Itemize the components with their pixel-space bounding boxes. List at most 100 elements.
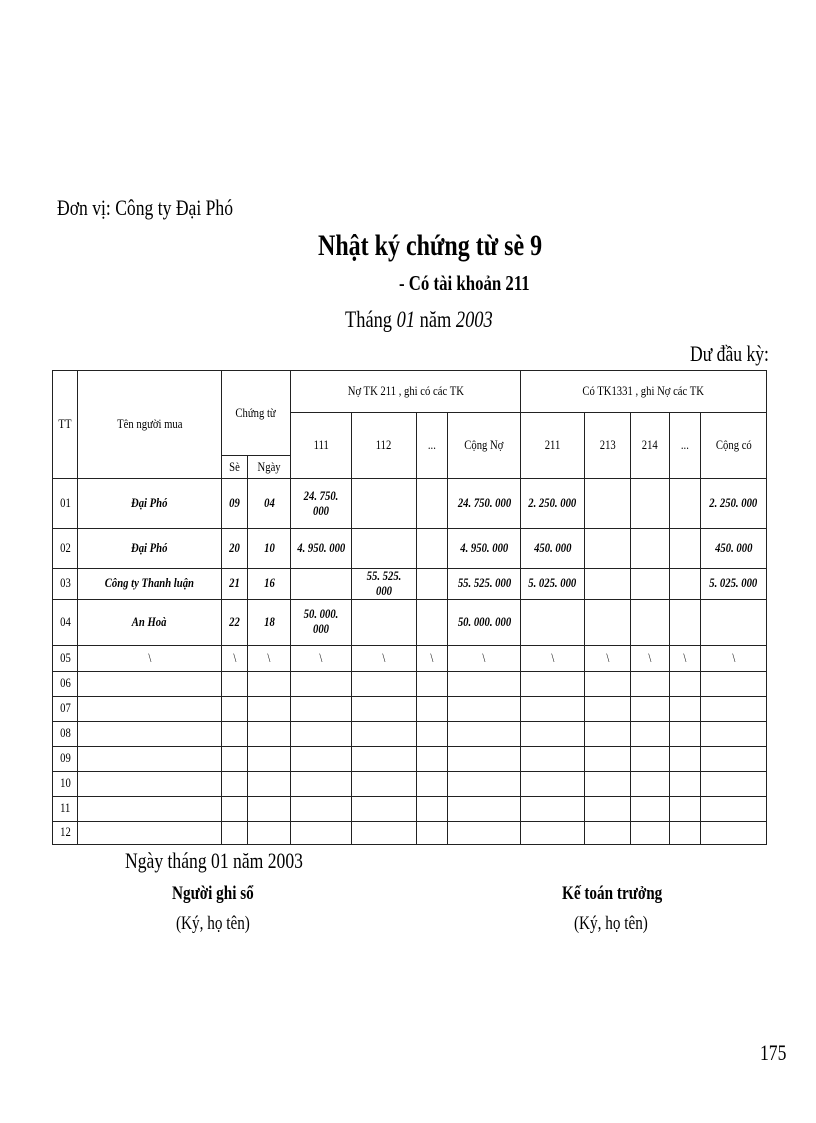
table-cell: 11 <box>52 795 78 822</box>
table-cell: 50. 000. 000 <box>290 598 352 646</box>
chief-sign: (Ký, họ tên) <box>574 913 648 934</box>
table-cell <box>416 795 448 822</box>
header-debit-col: Cộng Nợ <box>446 412 522 479</box>
header-credit-col: 211 <box>520 412 586 479</box>
table-cell <box>221 695 248 722</box>
table-cell: 01 <box>52 478 78 529</box>
table-cell: 20 <box>221 528 248 569</box>
table-row: 04 An Hoà 22 18 50. 000. 000 50. 000. 000 <box>52 598 768 646</box>
table-cell: 02 <box>52 528 78 569</box>
table-cell <box>700 820 768 845</box>
table-cell <box>520 820 586 845</box>
table-cell <box>416 770 448 797</box>
header-debit-col: 112 <box>351 412 417 479</box>
table-cell <box>351 770 417 797</box>
table-cell <box>584 795 632 822</box>
table-cell <box>290 670 352 697</box>
table-cell <box>247 770 291 797</box>
table-cell <box>584 695 632 722</box>
table-cell <box>669 695 702 722</box>
table-cell <box>520 745 586 772</box>
table-cell: Đại Phó <box>77 478 222 529</box>
table-cell: 04 <box>247 478 291 529</box>
period: Tháng 01 năm 2003 <box>345 307 493 332</box>
table-cell: 22 <box>221 598 248 646</box>
table-cell: 03 <box>52 568 78 600</box>
table-cell <box>630 695 671 722</box>
page-number: 175 <box>760 1040 787 1065</box>
table-cell: 24. 750. 000 <box>446 478 522 529</box>
table-row: 05 \ \ \ \ \ \ \ \ \ \ \ \ <box>52 644 768 672</box>
table-row: 03 Công ty Thanh luận 21 16 55. 525. 000 55. … <box>52 568 768 600</box>
unit-name: Đơn vị: Công ty Đại Phó <box>57 195 234 220</box>
table-cell <box>416 528 448 569</box>
table-cell <box>630 745 671 772</box>
chief-label: Kế toán trưởng <box>562 883 663 904</box>
table-cell <box>584 745 632 772</box>
table-cell <box>446 695 522 722</box>
table-cell <box>700 670 768 697</box>
table-cell <box>77 695 222 722</box>
table-cell <box>416 820 448 845</box>
table-cell <box>584 670 632 697</box>
table-cell: 18 <box>247 598 291 646</box>
table-cell: \ <box>290 644 352 672</box>
table-cell <box>416 745 448 772</box>
table-cell <box>630 770 671 797</box>
header-name: Tên người mua <box>77 370 222 479</box>
table-cell: 21 <box>221 568 248 600</box>
table-cell <box>520 598 586 646</box>
header-voucher-date: Ngày <box>247 455 291 479</box>
table-row: 06 <box>52 670 768 697</box>
table-cell <box>669 478 702 529</box>
table-cell <box>247 795 291 822</box>
header-credit-col: Cộng có <box>700 412 768 479</box>
header-tt: TT <box>52 370 78 479</box>
table-cell: 2. 250. 000 <box>700 478 768 529</box>
table-cell <box>247 745 291 772</box>
recorder-label: Người ghi sổ <box>172 883 254 904</box>
table-cell: \ <box>584 644 632 672</box>
table-cell: 05 <box>52 644 78 672</box>
table-cell: 55. 525. 000 <box>351 568 417 600</box>
header-credit-group: Có TK1331 , ghi Nợ các TK <box>520 370 768 413</box>
journal-table: TT Tên người mua Chứng từ Nợ TK 211 , ghi c… <box>52 370 768 845</box>
table-cell: 2. 250. 000 <box>520 478 586 529</box>
table-cell <box>290 820 352 845</box>
table-cell <box>520 770 586 797</box>
table-cell <box>416 568 448 600</box>
table-cell: An Hoà <box>77 598 222 646</box>
header-debit-col: 111 <box>290 412 352 479</box>
table-cell <box>221 670 248 697</box>
table-cell <box>584 720 632 747</box>
table-cell <box>351 820 417 845</box>
table-cell <box>520 795 586 822</box>
table-cell: 10 <box>52 770 78 797</box>
table-row: 09 <box>52 745 768 772</box>
table-cell <box>416 478 448 529</box>
opening-balance: Dư đầu kỳ: <box>690 341 769 366</box>
table-cell: \ <box>669 644 702 672</box>
table-cell <box>221 720 248 747</box>
table-row: 11 <box>52 795 768 822</box>
table-cell: 04 <box>52 598 78 646</box>
table-cell: \ <box>446 644 522 672</box>
table-cell: 24. 750. 000 <box>290 478 352 529</box>
table-cell: 09 <box>221 478 248 529</box>
table-cell <box>700 770 768 797</box>
table-cell <box>247 670 291 697</box>
header-credit-col: 213 <box>584 412 632 479</box>
table-cell <box>446 820 522 845</box>
table-cell <box>247 695 291 722</box>
table-cell <box>446 720 522 747</box>
table-cell <box>77 770 222 797</box>
table-cell <box>77 795 222 822</box>
table-cell <box>700 795 768 822</box>
table-cell: 4. 950. 000 <box>446 528 522 569</box>
table-cell <box>221 745 248 772</box>
table-cell <box>221 795 248 822</box>
table-cell <box>290 720 352 747</box>
table-cell <box>630 670 671 697</box>
table-cell: 450. 000 <box>520 528 586 569</box>
table-cell <box>584 820 632 845</box>
